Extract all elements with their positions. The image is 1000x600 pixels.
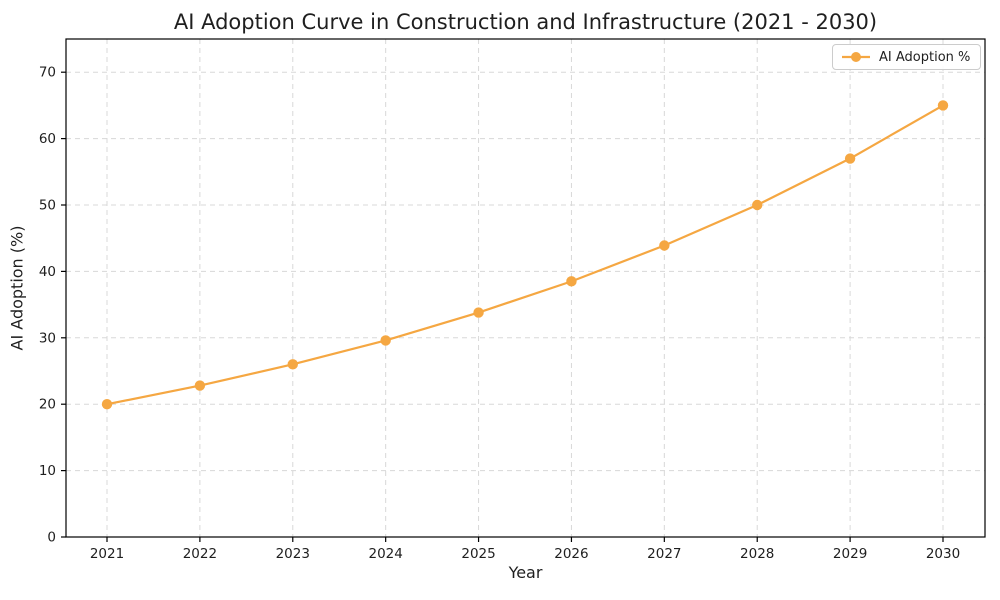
y-tick-label: 70 (39, 65, 56, 81)
y-tick-label: 30 (39, 330, 56, 346)
x-tick-label: 2027 (647, 546, 681, 562)
data-point (937, 100, 949, 111)
data-point (287, 359, 298, 370)
x-tick-label: 2023 (276, 546, 310, 562)
data-point (659, 240, 670, 251)
y-tick-label: 10 (39, 463, 56, 479)
x-axis-label: Year (508, 563, 543, 582)
data-point (380, 335, 391, 346)
series-line (105, 104, 945, 406)
data-point (473, 307, 484, 318)
x-tick-label: 2021 (90, 546, 124, 562)
data-point (752, 199, 763, 211)
x-tick-label: 2024 (368, 546, 402, 562)
legend-label: AI Adoption % (879, 49, 971, 65)
y-tick-label: 60 (39, 131, 56, 147)
chart-title: AI Adoption Curve in Construction and In… (173, 10, 878, 34)
y-tick-label: 0 (47, 530, 56, 546)
x-tick-label: 2029 (833, 546, 867, 562)
y-tick-label: 20 (39, 397, 56, 413)
x-tick-label: 2030 (926, 546, 960, 562)
x-tick-label: 2026 (554, 546, 588, 562)
y-axis-label: AI Adoption (%) (7, 225, 27, 351)
data-point (566, 276, 577, 287)
legend: AI Adoption % (832, 44, 982, 70)
y-tick-label: 40 (39, 264, 56, 280)
x-tick-label: 2022 (183, 546, 217, 562)
data-point (194, 380, 206, 391)
legend-line-marker-icon (842, 52, 870, 62)
data-point (101, 399, 113, 410)
plot-border (65, 38, 986, 538)
legend-marker-sample (851, 52, 861, 62)
x-tick-label: 2028 (740, 546, 774, 562)
data-point (844, 153, 856, 164)
x-tick-label: 2025 (461, 546, 495, 562)
y-tick-label: 50 (39, 198, 56, 214)
